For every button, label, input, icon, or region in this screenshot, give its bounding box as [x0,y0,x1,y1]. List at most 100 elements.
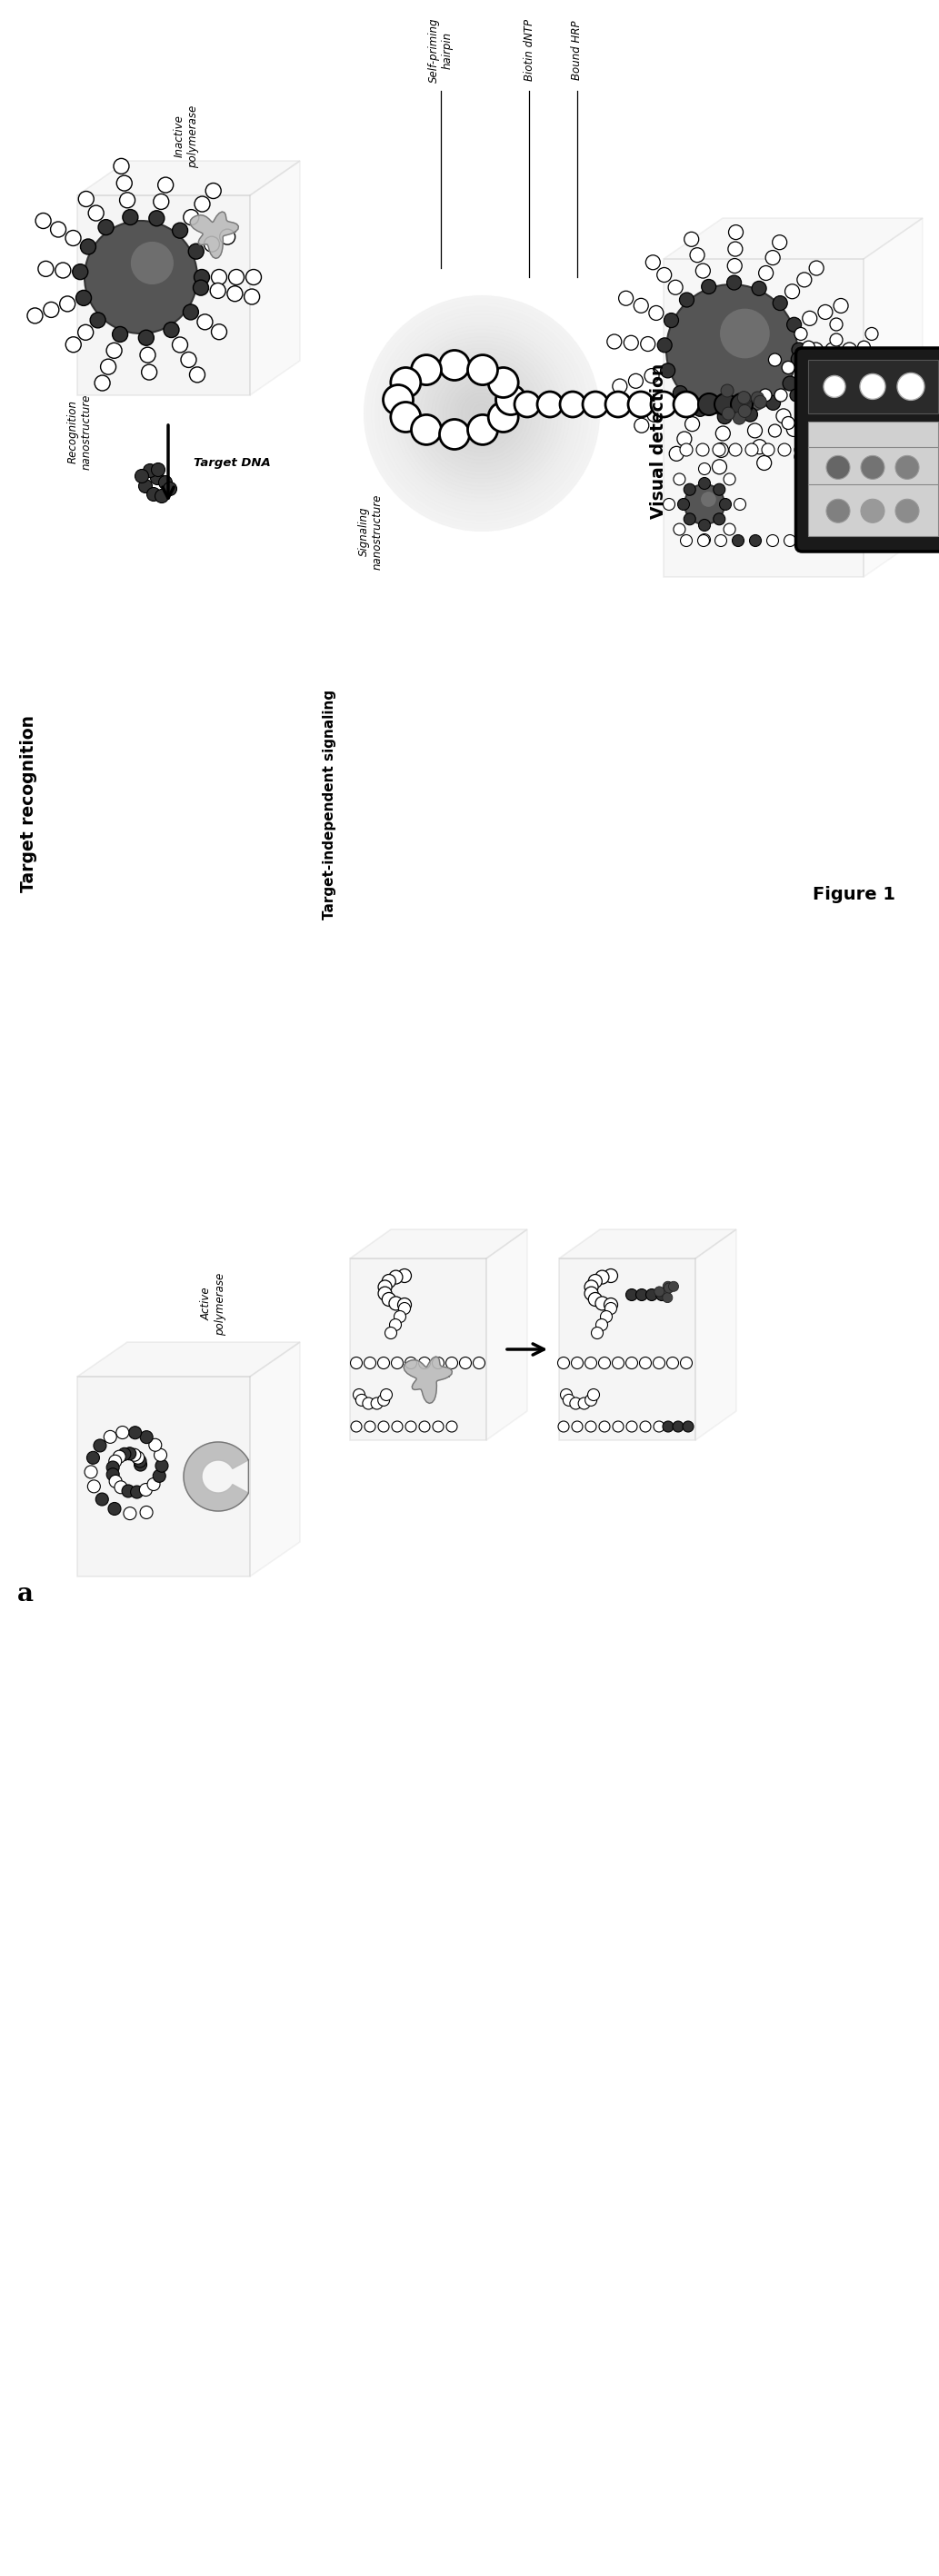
Circle shape [123,209,138,224]
Circle shape [85,222,197,332]
Circle shape [713,443,726,456]
Circle shape [585,1394,597,1406]
Circle shape [843,443,856,456]
Circle shape [751,392,764,404]
Circle shape [727,276,742,291]
Circle shape [782,417,794,430]
Circle shape [860,443,872,456]
Circle shape [392,1422,403,1432]
Polygon shape [190,211,239,258]
Circle shape [128,1448,141,1461]
Polygon shape [250,1342,300,1577]
Circle shape [724,474,735,484]
Circle shape [72,265,88,281]
Circle shape [737,392,750,404]
Circle shape [811,443,824,456]
Circle shape [644,368,659,384]
Circle shape [131,1486,144,1499]
Circle shape [826,500,850,523]
Circle shape [183,304,198,319]
Circle shape [743,407,758,422]
Circle shape [163,322,179,337]
Circle shape [364,1422,376,1432]
Circle shape [596,1319,608,1332]
Polygon shape [404,1358,452,1404]
Circle shape [623,335,639,350]
Circle shape [698,536,710,546]
Circle shape [140,348,156,363]
Circle shape [598,1358,610,1368]
Circle shape [204,237,220,252]
Circle shape [728,258,742,273]
Polygon shape [664,260,864,577]
Circle shape [826,402,841,415]
Circle shape [193,281,208,296]
Circle shape [378,1285,392,1301]
Circle shape [122,1484,134,1497]
Circle shape [861,456,885,479]
Circle shape [124,1507,136,1520]
Circle shape [842,343,856,358]
Circle shape [699,520,711,531]
Circle shape [389,1270,403,1283]
Circle shape [802,438,815,451]
Circle shape [468,355,498,384]
Circle shape [432,1358,444,1368]
Circle shape [626,1422,638,1432]
Circle shape [515,392,540,417]
Circle shape [211,270,227,286]
Circle shape [683,1422,694,1432]
Circle shape [572,1422,583,1432]
Circle shape [626,1288,638,1301]
Polygon shape [864,219,923,577]
Circle shape [363,296,600,531]
Circle shape [810,355,823,366]
Circle shape [798,358,874,433]
Circle shape [768,353,781,366]
Circle shape [392,1358,403,1368]
Circle shape [100,358,116,374]
Text: Self-priming
hairpin: Self-priming hairpin [428,18,454,82]
Circle shape [685,232,699,247]
Circle shape [669,281,683,294]
Circle shape [733,412,746,425]
Circle shape [663,1280,673,1291]
Circle shape [768,425,781,438]
Circle shape [759,389,772,402]
Circle shape [649,307,664,319]
Circle shape [156,1461,168,1473]
Circle shape [657,337,672,353]
Circle shape [698,394,720,415]
Circle shape [27,309,42,325]
Polygon shape [350,1229,527,1260]
Circle shape [619,291,633,307]
Circle shape [701,278,716,294]
Circle shape [398,1298,411,1311]
Circle shape [135,469,148,482]
Circle shape [861,500,885,523]
Polygon shape [664,219,923,260]
Circle shape [468,415,498,446]
Circle shape [773,234,787,250]
Circle shape [159,477,172,489]
Circle shape [754,397,766,407]
Circle shape [830,443,842,456]
Polygon shape [250,160,300,394]
Circle shape [163,482,177,495]
Circle shape [150,471,164,484]
Circle shape [673,392,699,417]
Circle shape [792,343,807,358]
Circle shape [673,386,687,399]
Polygon shape [184,1443,249,1512]
Circle shape [389,1296,403,1311]
Circle shape [459,1358,471,1368]
Circle shape [595,1296,609,1311]
Circle shape [131,1450,145,1463]
Circle shape [660,363,675,379]
Circle shape [496,384,526,415]
Circle shape [371,1399,383,1409]
Text: Active
polymerase: Active polymerase [201,1273,226,1334]
Text: Target-independent signaling: Target-independent signaling [322,690,336,920]
Circle shape [78,325,93,340]
Circle shape [810,422,823,435]
